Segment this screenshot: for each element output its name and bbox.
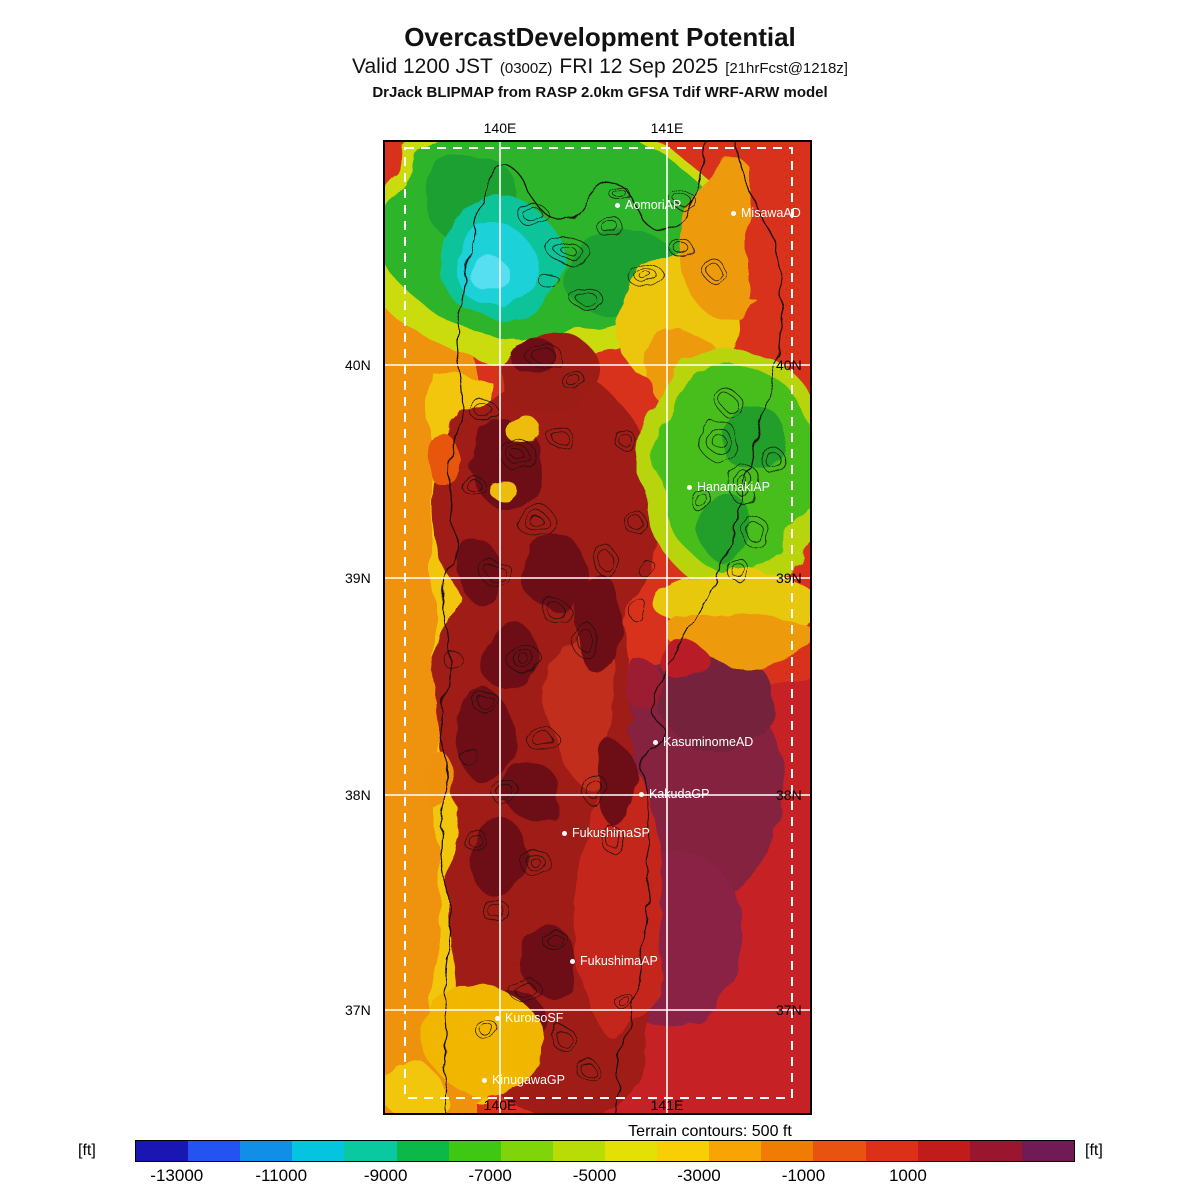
station-dot-icon: [653, 739, 658, 745]
station-marker: KasuminomeAD: [653, 735, 753, 749]
colorbar-segment: [448, 1141, 501, 1161]
lat-label-right: 38N: [776, 787, 802, 803]
station-label: MisawaAD: [741, 206, 801, 220]
station-label: KakudaGP: [649, 787, 710, 801]
lat-label-right: 39N: [776, 570, 802, 586]
lon-label-bottom: 141E: [650, 1097, 684, 1113]
colorbar-segment: [500, 1141, 553, 1161]
colorbar-segment: [865, 1141, 918, 1161]
station-marker: KuroisoSF: [495, 1011, 563, 1025]
map-border: [383, 140, 812, 1115]
station-label: KinugawaGP: [492, 1073, 565, 1087]
colorbar-tick-label: -1000: [781, 1166, 826, 1185]
colorbar-segment: [188, 1141, 241, 1161]
colorbar-segment: [240, 1141, 293, 1161]
colorbar-segment: [657, 1141, 710, 1161]
colorbar-segment: [917, 1141, 970, 1161]
lon-label-bottom: 140E: [483, 1097, 517, 1113]
lat-label-left: 37N: [345, 1002, 371, 1018]
grid-lines: [383, 140, 812, 1115]
colorbar-segment: [604, 1141, 658, 1161]
terrain-contours-caption: Terrain contours: 500 ft: [628, 1123, 792, 1140]
unit-label-left: [ft]: [78, 1142, 96, 1159]
valid-time: Valid 1200 JST: [352, 55, 493, 78]
colorbar-segment: [344, 1141, 397, 1161]
station-label: KuroisoSF: [505, 1011, 564, 1025]
terrain-contour-lines: [442, 187, 784, 1080]
station-dot-icon: [495, 1015, 500, 1021]
valid-zulu: (0300Z): [499, 60, 553, 77]
colorbar-tick-label: -3000: [677, 1166, 721, 1185]
station-label: FukushimaSP: [572, 826, 650, 840]
colorbar-tick-label: -9000: [363, 1166, 408, 1185]
lon-label-top: 141E: [650, 120, 684, 136]
lat-label-right: 40N: [776, 357, 802, 373]
station-marker: KinugawaGP: [482, 1073, 565, 1087]
lat-label-left: 40N: [345, 357, 371, 373]
station-label: KasuminomeAD: [663, 735, 754, 749]
station-dot-icon: [570, 958, 575, 964]
map-canvas: [383, 140, 812, 1115]
station-dot-icon: [639, 791, 644, 797]
station-marker: HanamakiAP: [687, 480, 770, 494]
valid-line: Valid 1200 JST (0300Z) FRI 12 Sep 2025 […: [0, 55, 1200, 79]
colorbar-segment: [292, 1141, 345, 1161]
station-marker: FukushimaAP: [570, 954, 658, 968]
station-dot-icon: [615, 202, 620, 208]
colorbar-tick-label: -11000: [255, 1166, 308, 1185]
colorbar-tick-label: -7000: [468, 1166, 512, 1185]
page-title: OvercastDevelopment Potential: [404, 22, 796, 52]
colorbar-segment: [761, 1141, 814, 1161]
colorbar-segment: [552, 1141, 605, 1161]
colorbar-segment: [969, 1141, 1022, 1161]
potential-field-blobs: [383, 140, 812, 1115]
station-label: AomoriAP: [625, 198, 682, 212]
valid-date: FRI 12 Sep 2025: [559, 55, 719, 78]
lat-label-left: 38N: [345, 787, 371, 803]
colorbar-tick-labels: -13000 -11000 -9000 -7000 -5000 -3000 -1000 100…: [135, 1166, 1075, 1188]
colorbar-segment: [136, 1141, 189, 1161]
station-label: HanamakiAP: [697, 480, 770, 494]
dashed-domain-box: [404, 147, 793, 1099]
station-marker: MisawaAD: [731, 206, 801, 220]
colorbar-segment: [396, 1141, 449, 1161]
station-dot-icon: [687, 484, 692, 490]
station-dot-icon: [562, 830, 567, 836]
lat-label-left: 39N: [345, 570, 371, 586]
colorbar-segment: [1021, 1141, 1074, 1161]
station-label: FukushimaAP: [580, 954, 658, 968]
station-marker: AomoriAP: [615, 198, 681, 212]
unit-label-right: [ft]: [1085, 1142, 1103, 1159]
station-marker: KakudaGP: [639, 787, 709, 801]
colorbar-segment: [813, 1141, 866, 1161]
colorbar-tick-label: -13000: [150, 1166, 204, 1185]
coastline: [440, 140, 782, 1115]
station-dot-icon: [731, 210, 736, 216]
colorbar: [135, 1140, 1075, 1162]
lon-label-top: 140E: [483, 120, 517, 136]
station-dot-icon: [482, 1077, 487, 1083]
model-line: DrJack BLIPMAP from RASP 2.0km GFSA Tdif…: [372, 84, 828, 101]
lat-label-right: 37N: [776, 1002, 802, 1018]
colorbar-segment: [709, 1141, 762, 1161]
forecast-map: 140E 140E 141E 141E 40N 40N 39N 39N 38N 38N 37N 37N…: [345, 120, 812, 1115]
colorbar-tick-label: 1000: [888, 1166, 927, 1185]
forecast-offset: [21hrFcst@1218z]: [725, 60, 848, 77]
station-marker: FukushimaSP: [562, 826, 650, 840]
colorbar-tick-label: -5000: [572, 1166, 617, 1185]
